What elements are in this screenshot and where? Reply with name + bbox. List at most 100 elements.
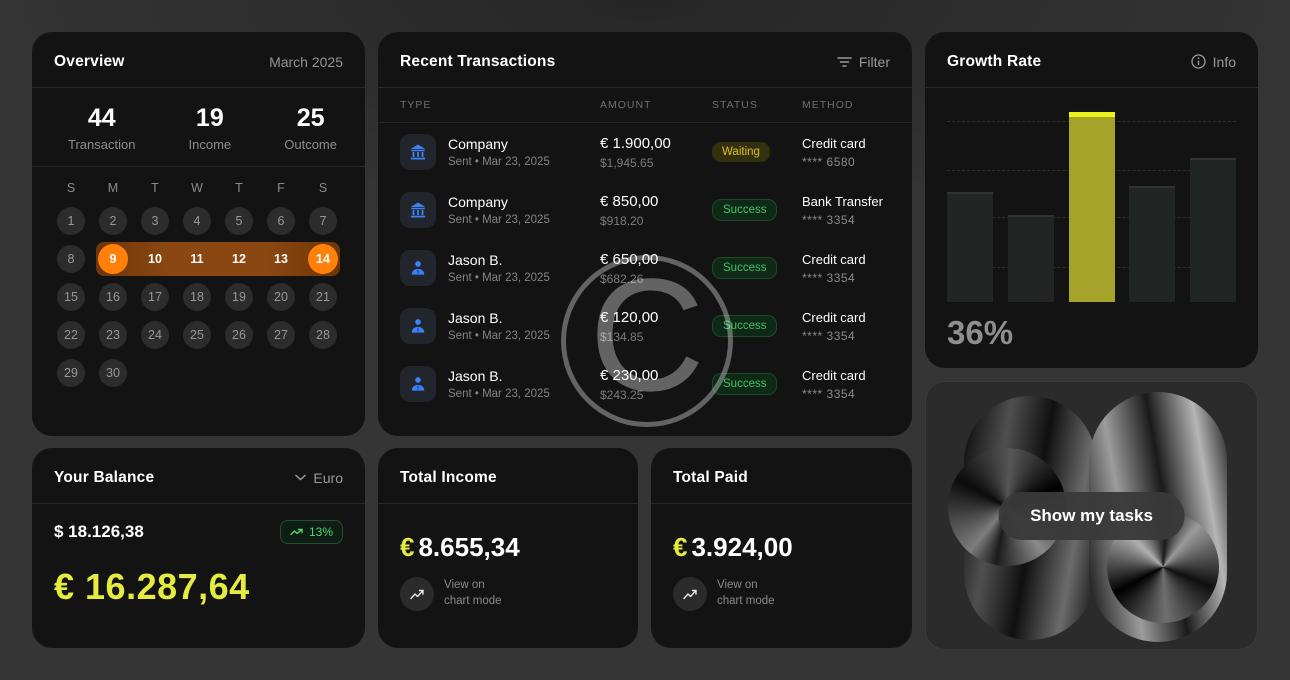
transaction-method-digits: **** 3354 <box>802 270 856 285</box>
calendar-day-16[interactable]: 16 <box>99 283 127 311</box>
transaction-row[interactable]: Jason B. Sent • Mar 23, 2025 € 120,00 $1… <box>378 297 912 355</box>
stat-outcome: 25 Outcome <box>284 104 337 152</box>
calendar-day-25[interactable]: 25 <box>183 321 211 349</box>
paid-view-chart-mode-button[interactable]: View on chart mode <box>673 577 912 611</box>
transaction-row[interactable]: Company Sent • Mar 23, 2025 € 850,00 $91… <box>378 181 912 239</box>
growth-bar-2 <box>1007 214 1054 302</box>
col-method: METHOD <box>802 99 854 111</box>
transaction-method-digits: **** 3354 <box>802 212 856 227</box>
chart-mode-label-line1: View on <box>717 579 758 592</box>
info-button[interactable]: Info <box>1190 53 1236 70</box>
calendar-day-7[interactable]: 7 <box>309 207 337 235</box>
growth-bar-chart <box>947 112 1236 302</box>
transaction-name: Jason B. <box>448 368 503 384</box>
income-view-chart-mode-button[interactable]: View on chart mode <box>400 577 638 611</box>
currency-label: Euro <box>313 469 343 486</box>
transaction-amount: € 120,00 <box>600 308 659 326</box>
calendar-day-26[interactable]: 26 <box>225 321 253 349</box>
calendar-day-10[interactable]: 10 <box>148 252 162 266</box>
calendar-day-17[interactable]: 17 <box>141 283 169 311</box>
info-icon <box>1190 54 1206 69</box>
calendar-day-14[interactable]: 14 <box>308 244 338 274</box>
currency-selector[interactable]: Euro <box>295 470 343 486</box>
chart-mode-label-line2: chart mode <box>444 595 502 607</box>
overview-title: Overview <box>54 52 125 70</box>
tasks-card: Show my tasks <box>925 381 1258 650</box>
overview-card: Overview March 2025 44 Transaction 19 In… <box>32 32 365 436</box>
transaction-amount-usd: $682.26 <box>600 271 644 286</box>
calendar-day-29[interactable]: 29 <box>57 359 85 387</box>
status-badge: Success <box>712 257 778 279</box>
transaction-method: Credit card <box>802 367 866 383</box>
transaction-row[interactable]: Company Sent • Mar 23, 2025 € 1.900,00 $… <box>378 123 912 181</box>
calendar-day-22[interactable]: 22 <box>57 321 85 349</box>
transaction-amount: € 230,00 <box>600 366 659 384</box>
calendar-day-4[interactable]: 4 <box>183 207 211 235</box>
transaction-method: Bank Transfer <box>802 193 883 209</box>
show-my-tasks-button[interactable]: Show my tasks <box>998 491 1185 540</box>
col-amount: AMOUNT <box>600 99 652 111</box>
stat-income-label: Income <box>188 137 232 152</box>
chart-mode-label-line1: View on <box>444 579 485 592</box>
info-label: Info <box>1212 53 1236 70</box>
balance-eur: € 16.287,64 <box>54 566 250 607</box>
calendar-day-24[interactable]: 24 <box>141 321 169 349</box>
calendar-day-18[interactable]: 18 <box>183 283 211 311</box>
calendar-day-13[interactable]: 13 <box>274 252 288 266</box>
stat-income-value: 19 <box>195 104 224 132</box>
calendar-day-19[interactable]: 19 <box>225 283 253 311</box>
calendar-day-9[interactable]: 9 <box>98 244 128 274</box>
growth-value: 36% <box>947 314 1014 351</box>
calendar-day-2[interactable]: 2 <box>99 207 127 235</box>
overview-stats: 44 Transaction 19 Income 25 Outcome <box>32 88 365 167</box>
growth-rate-card: Growth Rate Info 36% <box>925 32 1258 368</box>
calendar-day-27[interactable]: 27 <box>267 321 295 349</box>
bank-icon <box>400 134 436 170</box>
status-badge: Success <box>712 199 778 221</box>
calendar-day-12[interactable]: 12 <box>232 252 246 266</box>
calendar-day-1[interactable]: 1 <box>57 207 85 235</box>
filter-button[interactable]: Filter <box>837 54 890 70</box>
paid-amount: €3.924,00 <box>673 532 912 563</box>
transaction-method: Credit card <box>802 309 866 325</box>
weekday-label: W <box>191 181 203 195</box>
status-badge: Success <box>712 315 778 337</box>
chart-mode-label-line2: chart mode <box>717 595 775 607</box>
overview-period: March 2025 <box>269 53 343 70</box>
calendar-day-5[interactable]: 5 <box>225 207 253 235</box>
transaction-subtitle: Sent • Mar 23, 2025 <box>448 214 550 226</box>
chevron-down-icon <box>295 474 307 481</box>
transactions-header-row: TYPE AMOUNT STATUS METHOD <box>378 88 912 123</box>
calendar-day-23[interactable]: 23 <box>99 321 127 349</box>
transaction-amount-usd: $918.20 <box>600 213 644 228</box>
growth-bar-4 <box>1129 186 1176 302</box>
transaction-method: Credit card <box>802 135 866 151</box>
transactions-title: Recent Transactions <box>400 52 556 70</box>
paid-title: Total Paid <box>673 468 748 486</box>
euro-symbol: € <box>400 532 415 562</box>
person-icon <box>400 366 436 402</box>
filter-label: Filter <box>858 53 890 70</box>
calendar-day-11[interactable]: 11 <box>190 252 204 266</box>
transaction-amount-usd: $1,945.65 <box>600 155 654 170</box>
calendar-day-3[interactable]: 3 <box>141 207 169 235</box>
calendar-day-15[interactable]: 15 <box>57 283 85 311</box>
calendar-day-30[interactable]: 30 <box>99 359 127 387</box>
transaction-row[interactable]: Jason B. Sent • Mar 23, 2025 € 650,00 $6… <box>378 239 912 297</box>
calendar-day-28[interactable]: 28 <box>309 321 337 349</box>
transaction-name: Jason B. <box>448 310 503 326</box>
person-icon <box>400 308 436 344</box>
transaction-subtitle: Sent • Mar 23, 2025 <box>448 330 550 342</box>
calendar-day-20[interactable]: 20 <box>267 283 295 311</box>
calendar-day-8[interactable]: 8 <box>57 245 85 273</box>
balance-change-value: 13% <box>308 525 333 539</box>
transaction-name: Jason B. <box>448 252 503 268</box>
transaction-row[interactable]: Jason B. Sent • Mar 23, 2025 € 230,00 $2… <box>378 355 912 413</box>
weekday-label: S <box>318 181 328 195</box>
income-amount: €8.655,34 <box>400 532 638 563</box>
calendar-day-6[interactable]: 6 <box>267 207 295 235</box>
stat-income: 19 Income <box>189 104 232 152</box>
col-type: TYPE <box>400 99 432 111</box>
transaction-amount: € 850,00 <box>600 192 659 210</box>
calendar-day-21[interactable]: 21 <box>309 283 337 311</box>
